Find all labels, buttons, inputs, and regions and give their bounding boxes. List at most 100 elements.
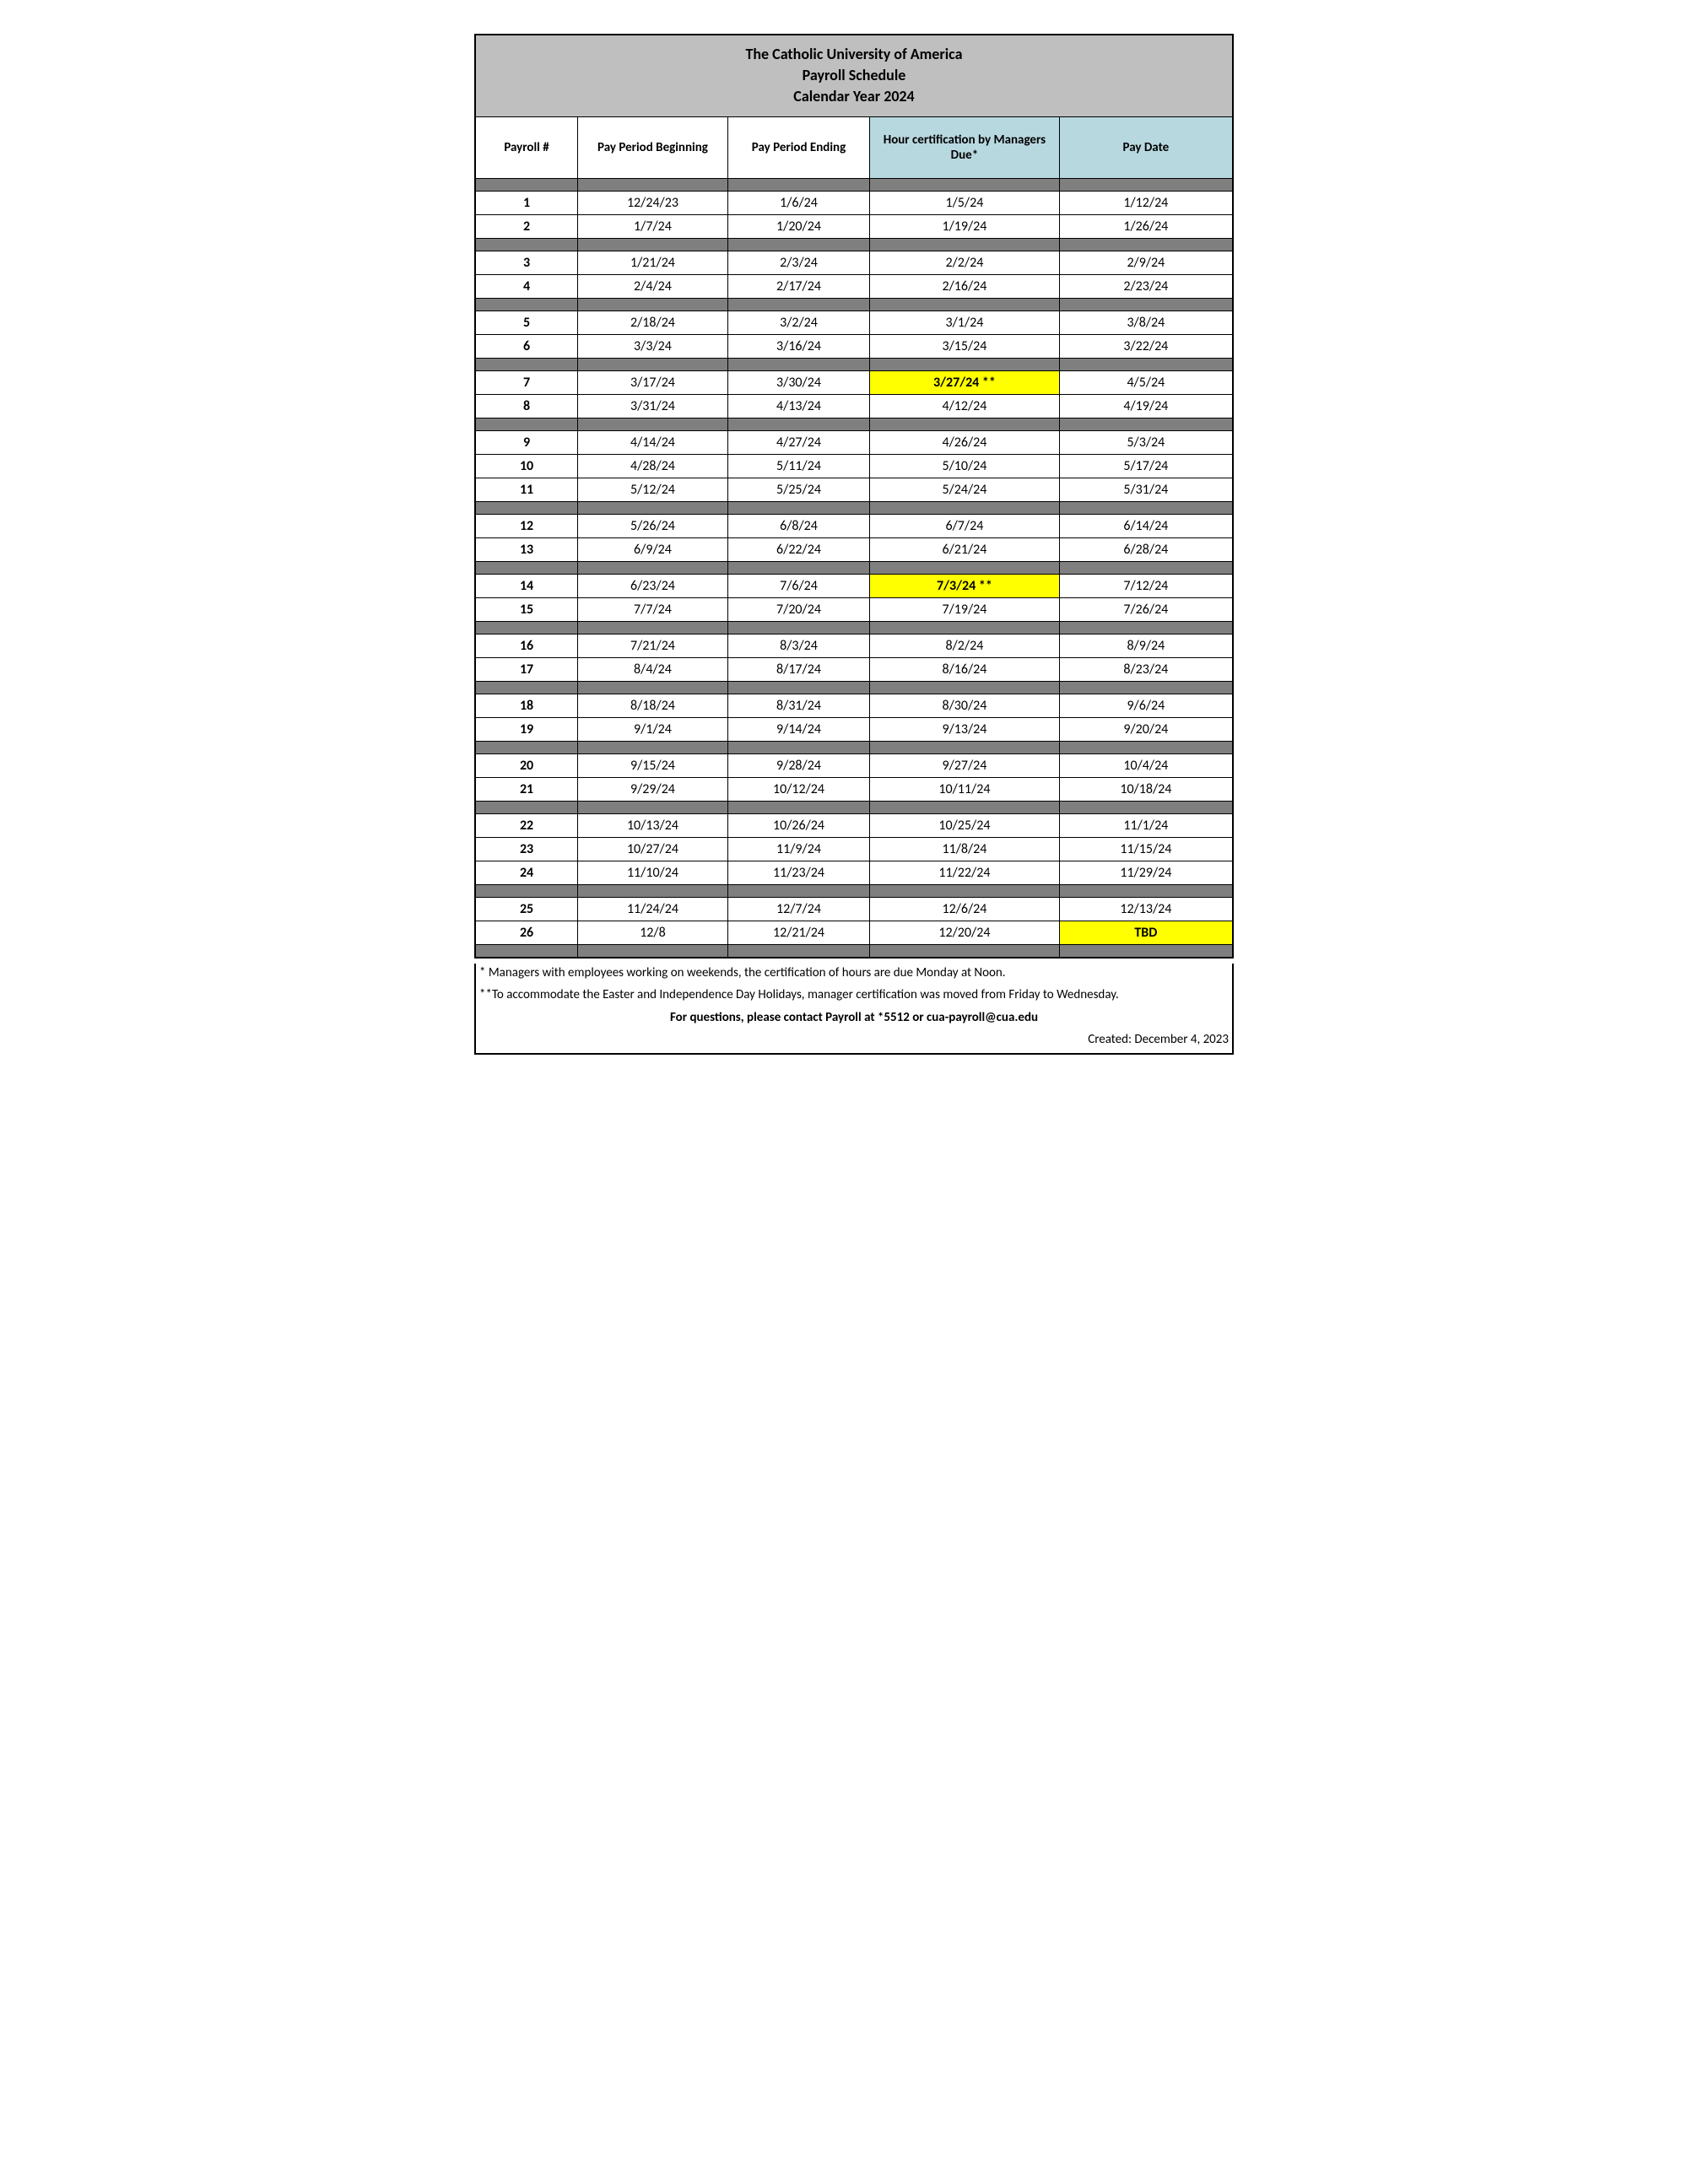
cell-payroll-num: 6 — [475, 334, 578, 358]
table-row: 63/3/243/16/243/15/243/22/24 — [475, 334, 1233, 358]
cell-period-begin: 1/7/24 — [578, 214, 728, 238]
cell-cert-due: 5/24/24 — [870, 478, 1060, 501]
cell-payroll-num: 1 — [475, 191, 578, 214]
cell-period-begin: 4/28/24 — [578, 454, 728, 478]
cell-cert-due: 5/10/24 — [870, 454, 1060, 478]
col-cert-due: Hour certification by Managers Due* — [870, 116, 1060, 178]
cell-pay-date: 4/5/24 — [1059, 370, 1233, 394]
cell-pay-date: 6/14/24 — [1059, 514, 1233, 537]
cell-period-begin: 10/13/24 — [578, 813, 728, 837]
cell-pay-date: 5/3/24 — [1059, 430, 1233, 454]
table-row: 167/21/248/3/248/2/248/9/24 — [475, 634, 1233, 657]
cell-period-end: 12/7/24 — [727, 897, 869, 921]
table-row: 104/28/245/11/245/10/245/17/24 — [475, 454, 1233, 478]
cell-cert-due: 12/20/24 — [870, 921, 1060, 944]
table-row: 2612/812/21/2412/20/24TBD — [475, 921, 1233, 944]
cell-pay-date: 4/19/24 — [1059, 394, 1233, 418]
cell-cert-due: 9/13/24 — [870, 717, 1060, 741]
cell-cert-due: 2/16/24 — [870, 274, 1060, 298]
cell-cert-due: 8/2/24 — [870, 634, 1060, 657]
cell-cert-due: 7/3/24 ** — [870, 574, 1060, 597]
cell-period-begin: 11/24/24 — [578, 897, 728, 921]
cell-period-begin: 10/27/24 — [578, 837, 728, 861]
cell-period-end: 7/20/24 — [727, 597, 869, 621]
cell-pay-date: 8/9/24 — [1059, 634, 1233, 657]
cell-period-end: 9/14/24 — [727, 717, 869, 741]
cell-period-begin: 7/7/24 — [578, 597, 728, 621]
cell-period-end: 2/3/24 — [727, 251, 869, 274]
cell-period-end: 3/30/24 — [727, 370, 869, 394]
cell-payroll-num: 22 — [475, 813, 578, 837]
cell-cert-due: 3/27/24 ** — [870, 370, 1060, 394]
cell-payroll-num: 20 — [475, 753, 578, 777]
cell-pay-date: 3/8/24 — [1059, 310, 1233, 334]
table-row: 94/14/244/27/244/26/245/3/24 — [475, 430, 1233, 454]
cell-pay-date: 1/12/24 — [1059, 191, 1233, 214]
table-row: 42/4/242/17/242/16/242/23/24 — [475, 274, 1233, 298]
spacer-row — [475, 801, 1233, 813]
spacer-row — [475, 944, 1233, 958]
cell-period-end: 12/21/24 — [727, 921, 869, 944]
table-row: 178/4/248/17/248/16/248/23/24 — [475, 657, 1233, 681]
cell-period-end: 8/3/24 — [727, 634, 869, 657]
cell-period-begin: 4/14/24 — [578, 430, 728, 454]
cell-period-begin: 5/26/24 — [578, 514, 728, 537]
cell-cert-due: 10/11/24 — [870, 777, 1060, 801]
created-date: Created: December 4, 2023 — [479, 1030, 1229, 1050]
col-period-end: Pay Period Ending — [727, 116, 869, 178]
cell-payroll-num: 17 — [475, 657, 578, 681]
table-row: 115/12/245/25/245/24/245/31/24 — [475, 478, 1233, 501]
cell-pay-date: 1/26/24 — [1059, 214, 1233, 238]
cell-payroll-num: 21 — [475, 777, 578, 801]
spacer-row — [475, 681, 1233, 694]
cell-cert-due: 4/26/24 — [870, 430, 1060, 454]
cell-pay-date: 12/13/24 — [1059, 897, 1233, 921]
cell-payroll-num: 13 — [475, 537, 578, 561]
table-row: 31/21/242/3/242/2/242/9/24 — [475, 251, 1233, 274]
cell-payroll-num: 3 — [475, 251, 578, 274]
spacer-row — [475, 298, 1233, 310]
cell-period-end: 10/12/24 — [727, 777, 869, 801]
table-row: 83/31/244/13/244/12/244/19/24 — [475, 394, 1233, 418]
cell-period-begin: 2/18/24 — [578, 310, 728, 334]
cell-period-end: 11/23/24 — [727, 861, 869, 884]
cell-cert-due: 3/1/24 — [870, 310, 1060, 334]
title-line-1: The Catholic University of America — [484, 44, 1224, 65]
table-row: 209/15/249/28/249/27/2410/4/24 — [475, 753, 1233, 777]
table-row: 73/17/243/30/243/27/24 **4/5/24 — [475, 370, 1233, 394]
table-row: 52/18/243/2/243/1/243/8/24 — [475, 310, 1233, 334]
cell-cert-due: 6/7/24 — [870, 514, 1060, 537]
cell-payroll-num: 26 — [475, 921, 578, 944]
footnote-1: * Managers with employees working on wee… — [479, 964, 1229, 983]
cell-period-begin: 12/24/23 — [578, 191, 728, 214]
cell-payroll-num: 10 — [475, 454, 578, 478]
cell-period-begin: 1/21/24 — [578, 251, 728, 274]
col-payroll-num: Payroll # — [475, 116, 578, 178]
cell-period-end: 6/22/24 — [727, 537, 869, 561]
cell-cert-due: 1/19/24 — [870, 214, 1060, 238]
cell-pay-date: 9/6/24 — [1059, 694, 1233, 717]
cell-period-begin: 3/31/24 — [578, 394, 728, 418]
cell-period-begin: 7/21/24 — [578, 634, 728, 657]
cell-period-end: 8/31/24 — [727, 694, 869, 717]
cell-cert-due: 4/12/24 — [870, 394, 1060, 418]
cell-period-end: 3/2/24 — [727, 310, 869, 334]
cell-period-begin: 6/9/24 — [578, 537, 728, 561]
cell-period-end: 7/6/24 — [727, 574, 869, 597]
cell-period-end: 5/25/24 — [727, 478, 869, 501]
cell-period-begin: 9/29/24 — [578, 777, 728, 801]
footnote-2: **To accommodate the Easter and Independ… — [479, 986, 1229, 1005]
cell-period-end: 4/27/24 — [727, 430, 869, 454]
cell-cert-due: 10/25/24 — [870, 813, 1060, 837]
cell-period-end: 9/28/24 — [727, 753, 869, 777]
cell-cert-due: 12/6/24 — [870, 897, 1060, 921]
cell-payroll-num: 19 — [475, 717, 578, 741]
spacer-row — [475, 238, 1233, 251]
col-period-begin: Pay Period Beginning — [578, 116, 728, 178]
cell-period-end: 2/17/24 — [727, 274, 869, 298]
cell-cert-due: 2/2/24 — [870, 251, 1060, 274]
spacer-row — [475, 358, 1233, 370]
cell-period-begin: 12/8 — [578, 921, 728, 944]
cell-pay-date: TBD — [1059, 921, 1233, 944]
cell-payroll-num: 4 — [475, 274, 578, 298]
